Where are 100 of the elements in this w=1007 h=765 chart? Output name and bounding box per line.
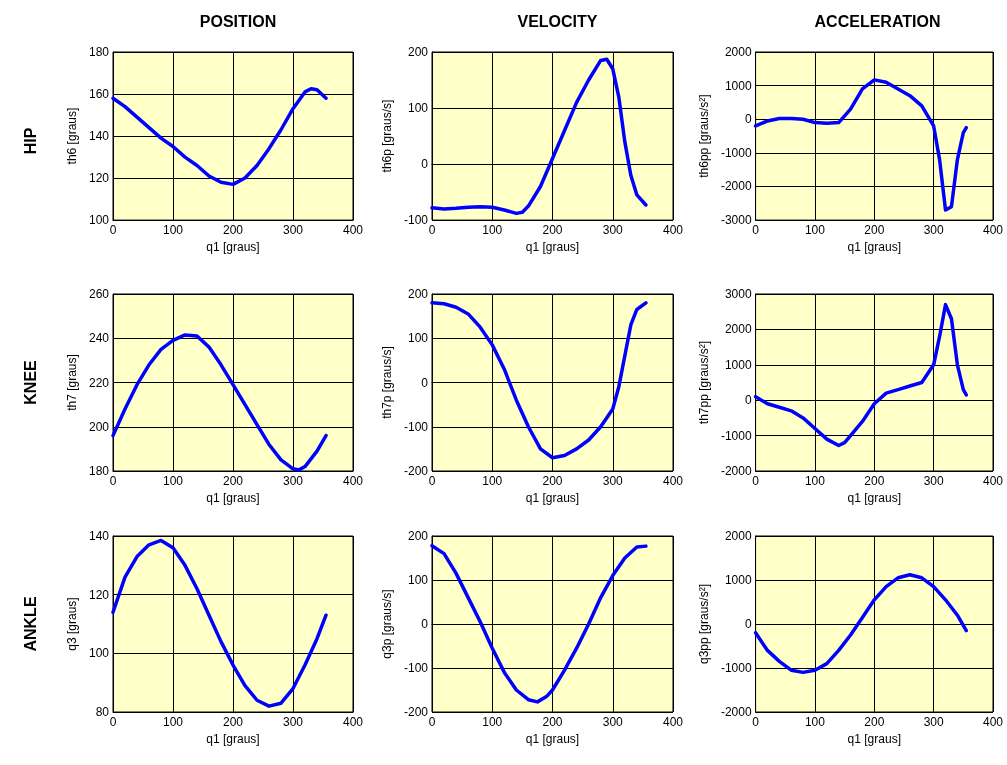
y-tick-label: 180 [88, 45, 110, 59]
x-axis-title: q1 [graus] [525, 490, 580, 505]
y-tick-label: 0 [744, 112, 752, 127]
y-tick-label: 120 [88, 171, 110, 186]
y-tick-label: 0 [421, 375, 429, 390]
y-tick-label: 120 [88, 587, 110, 602]
text: KNEE [21, 359, 39, 405]
x-tick-label: 400 [662, 223, 684, 238]
x-tick-label: 400 [662, 474, 684, 488]
x-tick-label: 100 [162, 223, 184, 238]
y-tick-label: 160 [88, 87, 110, 102]
x-tick-label: 400 [982, 223, 1004, 238]
x-tick-label: 300 [282, 223, 304, 238]
y-tick-label: 100 [407, 573, 429, 587]
x-tick-label: 300 [923, 715, 944, 729]
x-tick-label: 300 [602, 715, 624, 729]
chart-title: POSITION [199, 12, 277, 30]
y-tick-label: 100 [407, 101, 429, 116]
x-tick-label: 200 [542, 474, 563, 488]
y-tick-label: 0 [421, 157, 429, 172]
y-axis-title: th7pp [graus/s²] [697, 340, 711, 425]
y-tick-label: 220 [88, 375, 110, 390]
y-tick-label: -1000 [720, 428, 752, 443]
x-tick-label: 100 [482, 474, 503, 488]
x-tick-label: 200 [542, 223, 563, 238]
chart-title: ACCELERATION [814, 12, 941, 30]
y-tick-label: 200 [407, 287, 429, 301]
y-tick-label: 1000 [724, 573, 752, 587]
x-tick-label: 400 [342, 715, 364, 729]
x-tick-label: 200 [864, 715, 885, 729]
x-tick-label: 100 [162, 715, 184, 729]
y-tick-label: -100 [403, 213, 429, 228]
y-axis-title: th6 [graus] [65, 107, 80, 165]
x-tick-label: 200 [864, 474, 885, 488]
x-tick-label: 100 [482, 223, 503, 238]
x-tick-label: 200 [222, 223, 244, 238]
x-tick-label: 400 [982, 715, 1004, 729]
x-tick-label: 300 [602, 474, 624, 488]
x-tick-label: 200 [222, 715, 244, 729]
y-tick-label: -1000 [720, 145, 752, 160]
x-axis-title: q1 [graus] [847, 240, 901, 254]
y-tick-label: 200 [407, 529, 429, 543]
y-tick-label: 2000 [724, 322, 752, 337]
y-tick-label: 1000 [724, 357, 752, 372]
y-tick-label: -2000 [720, 464, 752, 478]
y-tick-label: -200 [403, 464, 429, 478]
x-tick-label: 100 [482, 715, 503, 729]
y-tick-label: -3000 [720, 213, 752, 228]
x-tick-label: 400 [342, 223, 364, 238]
y-tick-label: -2000 [720, 179, 752, 194]
x-tick-label: 200 [542, 715, 563, 729]
x-axis-title: q1 [graus] [206, 490, 260, 505]
x-tick-label: 300 [923, 474, 944, 488]
y-tick-label: 140 [88, 129, 110, 144]
x-tick-label: 200 [222, 474, 244, 488]
y-tick-label: 3000 [724, 287, 752, 301]
y-tick-label: -100 [403, 661, 429, 675]
x-axis-title: q1 [graus] [847, 490, 901, 505]
y-tick-label: 100 [88, 646, 110, 661]
x-axis-title: q1 [graus] [206, 731, 260, 746]
y-axis-title: q3pp [graus/s²] [697, 583, 711, 665]
y-tick-label: -200 [403, 705, 429, 719]
y-axis-title: th6p [graus/s] [380, 99, 395, 173]
x-tick-label: 200 [864, 223, 885, 238]
y-tick-label: 140 [88, 529, 110, 543]
y-tick-label: 200 [88, 419, 110, 434]
x-tick-label: 100 [804, 474, 826, 488]
y-tick-label: 240 [88, 331, 110, 346]
x-axis-title: q1 [graus] [525, 731, 580, 746]
x-axis-title: q1 [graus] [206, 240, 260, 254]
y-tick-label: 100 [88, 213, 110, 228]
y-tick-label: -1000 [720, 661, 752, 675]
y-tick-label: 80 [95, 705, 110, 719]
x-tick-label: 300 [923, 223, 944, 238]
x-tick-label: 100 [804, 715, 826, 729]
y-tick-label: 0 [744, 393, 752, 408]
x-tick-label: 100 [162, 474, 184, 488]
x-tick-label: 100 [804, 223, 826, 238]
x-tick-label: 300 [282, 715, 304, 729]
y-tick-label: 0 [744, 617, 752, 631]
y-axis-title: th7p [graus/s] [380, 346, 395, 419]
x-tick-label: 300 [602, 223, 624, 238]
y-tick-label: 2000 [724, 529, 752, 543]
text: HIP [21, 127, 39, 155]
y-tick-label: 180 [88, 464, 110, 478]
y-tick-label: 2000 [724, 45, 752, 59]
y-tick-label: 0 [421, 617, 429, 631]
x-axis-title: q1 [graus] [847, 731, 901, 746]
y-axis-title: q3p [graus/s] [380, 589, 395, 659]
x-tick-label: 300 [282, 474, 304, 488]
x-tick-label: 400 [662, 715, 684, 729]
y-tick-label: 260 [88, 287, 110, 301]
y-tick-label: -100 [403, 419, 429, 434]
x-axis-title: q1 [graus] [525, 240, 580, 254]
text: ANKLE [21, 596, 39, 652]
y-axis-title: q3 [graus] [65, 597, 80, 651]
y-axis-title: th6pp [graus/s²] [697, 94, 711, 178]
y-tick-label: -2000 [720, 705, 752, 719]
y-tick-label: 1000 [724, 78, 752, 93]
x-tick-label: 400 [982, 474, 1004, 488]
